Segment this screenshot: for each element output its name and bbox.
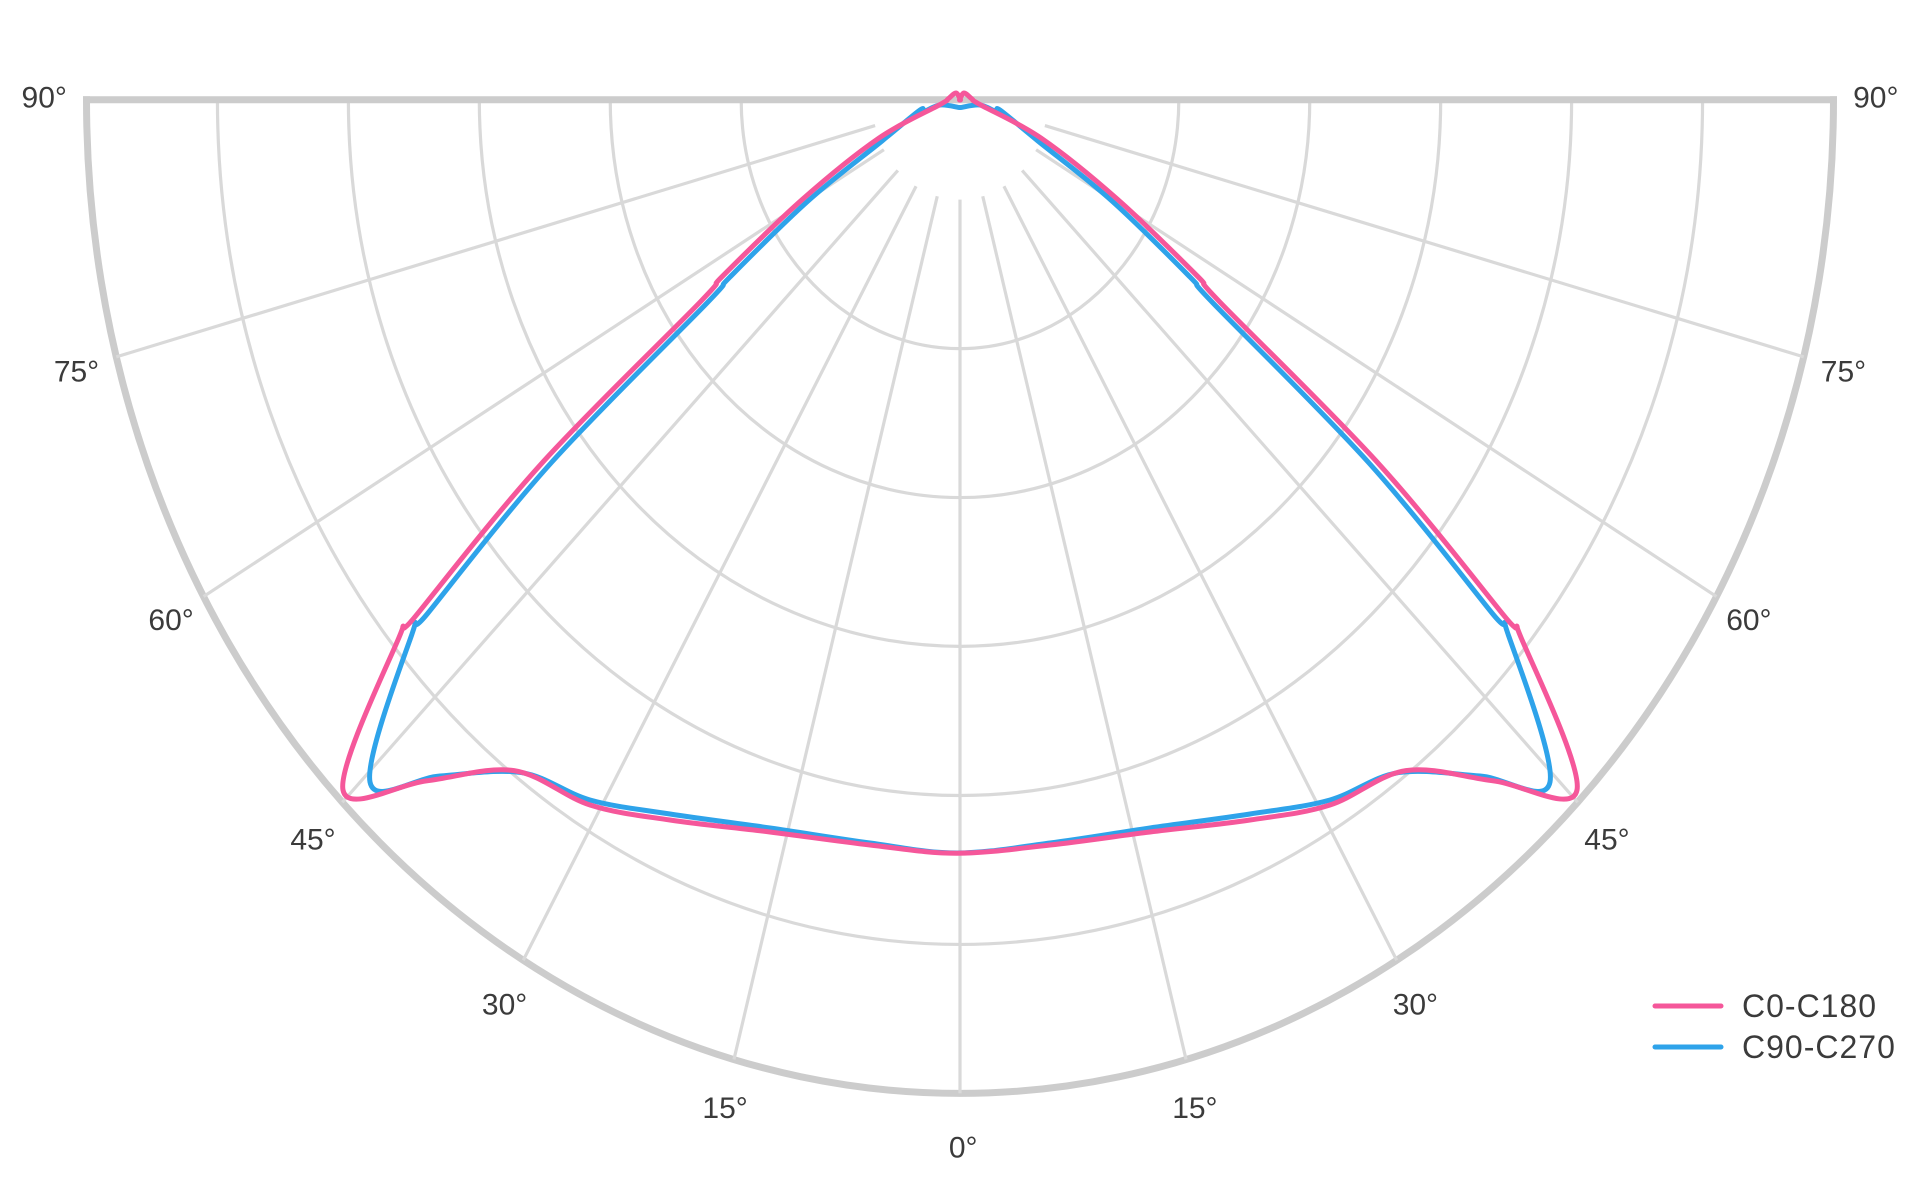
svg-text:90°: 90° [1853,82,1898,115]
svg-text:30°: 30° [1393,988,1438,1021]
svg-text:75°: 75° [1821,356,1866,389]
svg-text:C0-C180: C0-C180 [1742,988,1877,1024]
svg-text:15°: 15° [1172,1092,1217,1125]
svg-text:60°: 60° [1726,604,1771,637]
svg-text:30°: 30° [482,988,527,1021]
svg-text:75°: 75° [54,356,99,389]
svg-text:60°: 60° [148,604,193,637]
svg-text:45°: 45° [1584,824,1629,857]
svg-text:C90-C270: C90-C270 [1742,1029,1896,1065]
svg-text:90°: 90° [22,82,67,115]
svg-text:45°: 45° [290,824,335,857]
svg-text:0°: 0° [949,1132,978,1165]
svg-text:15°: 15° [702,1092,747,1125]
